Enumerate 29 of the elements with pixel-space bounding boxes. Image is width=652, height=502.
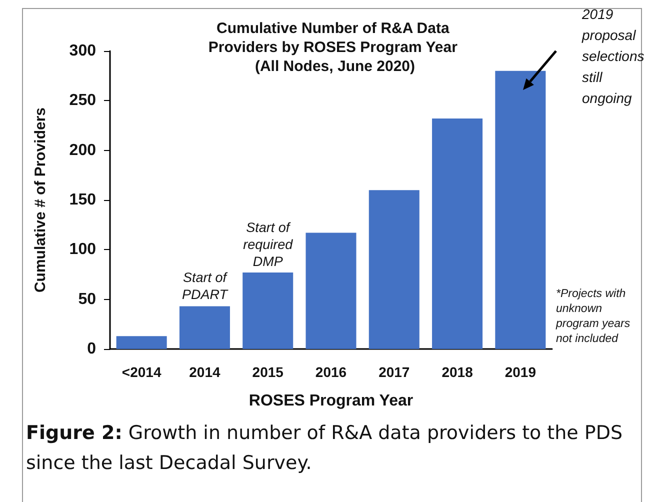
bar: [116, 336, 167, 349]
y-tick-label: 50: [78, 290, 96, 308]
bar: [495, 70, 546, 349]
x-tick-label: <2014: [122, 364, 162, 380]
bar: [368, 190, 420, 349]
y-tick-label: 100: [69, 241, 96, 258]
y-tick-label: 300: [69, 42, 96, 60]
x-axis-title: ROSES Program Year: [248, 392, 414, 410]
chart-title: Cumulative Number of R&A Data Providers by ROSES Program Year (All Nodes, June 2020): [208, 20, 462, 75]
annotation: Start of PDART: [180, 269, 230, 304]
caption: Figure 2: Growth in number of R&A data providers to the PDS since the last Decadal Survey.: [26, 421, 624, 476]
y-tick-label: 200: [69, 142, 96, 159]
x-tick-label: 2014: [189, 364, 220, 380]
bar: [432, 118, 483, 349]
x-tick-label: 2019: [504, 364, 536, 380]
annotation: Start of required DMP: [242, 218, 294, 270]
y-axis-title: Cumulative # of Providers: [32, 107, 49, 293]
x-tick-label: 2017: [378, 364, 410, 380]
bar: [242, 272, 294, 349]
x-tick-label: 2016: [315, 364, 347, 380]
bar: [179, 306, 230, 349]
text: 2019 proposal selections still ongoing: [582, 5, 646, 108]
text: *Projects with unknown program years not included: [556, 287, 632, 347]
y-tick-label: 150: [69, 192, 96, 208]
x-tick-label: 2015: [252, 364, 284, 380]
y-tick-label: 0: [87, 340, 96, 358]
x-tick-label: 2018: [442, 364, 474, 380]
bar: [306, 232, 356, 349]
y-tick-label: 250: [69, 92, 96, 110]
